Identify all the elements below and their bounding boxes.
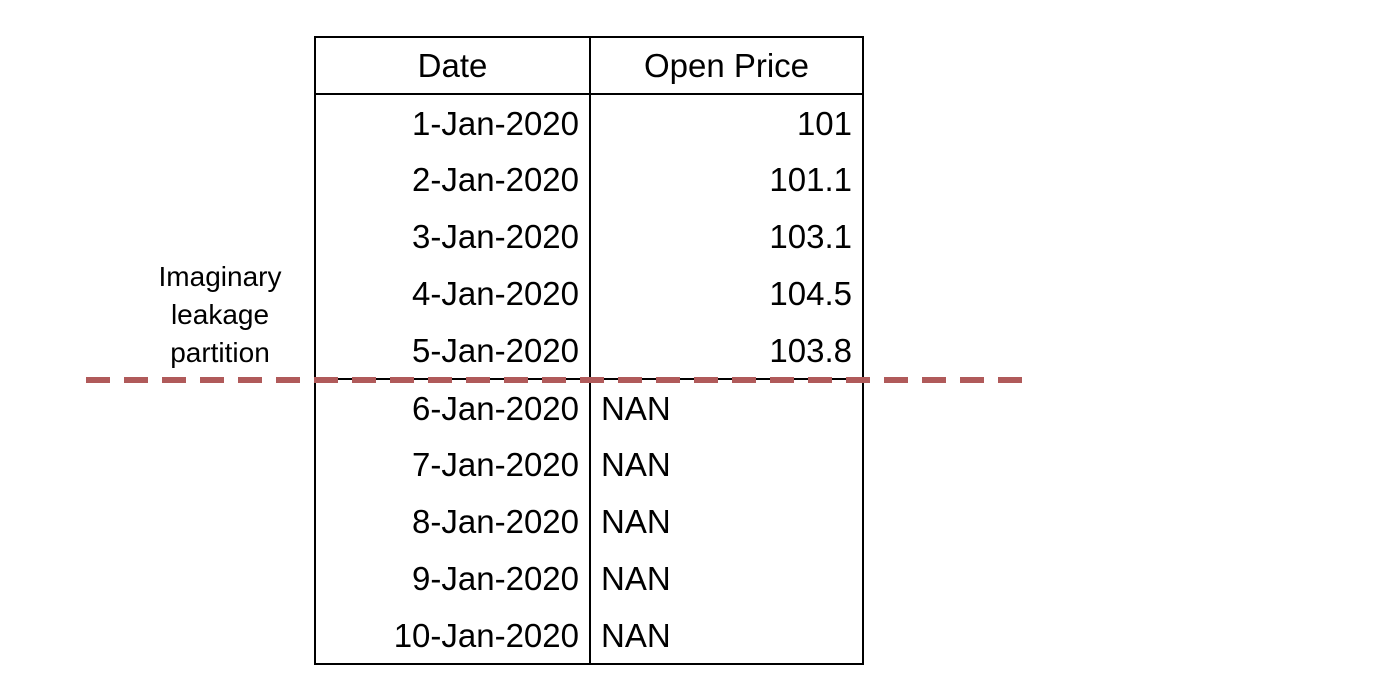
- partition-label: Imaginary leakage partition: [140, 258, 300, 372]
- date-cell: 3-Jan-2020: [315, 208, 591, 265]
- table-row: 9-Jan-2020 NAN: [315, 550, 863, 607]
- header-date: Date: [315, 37, 591, 95]
- open-price-cell: 103.8: [769, 331, 852, 369]
- open-price-cell: NAN: [601, 446, 671, 483]
- date-cell: 8-Jan-2020: [315, 493, 591, 550]
- table-row: 5-Jan-2020 103.8: [315, 322, 863, 379]
- open-price-cell: 103.1: [769, 218, 852, 255]
- date-cell: 10-Jan-2020: [315, 607, 591, 664]
- open-price-cell: NAN: [601, 560, 671, 597]
- open-price-cell: 104.5: [769, 275, 852, 312]
- open-price-cell: NAN: [590, 378, 863, 436]
- partition-label-line: leakage: [170, 299, 270, 330]
- date-cell: 7-Jan-2020: [315, 436, 591, 493]
- open-price-cell: NAN: [601, 616, 671, 654]
- date-cell: 4-Jan-2020: [315, 265, 591, 322]
- table-row: 6-Jan-2020 NAN: [315, 378, 863, 436]
- date-cell: 6-Jan-2020: [315, 378, 591, 436]
- open-price-cell: NAN: [601, 503, 671, 540]
- table-row: 1-Jan-2020 101: [315, 94, 863, 151]
- table-row: 3-Jan-2020 103.1: [315, 208, 863, 265]
- open-price-cell: 101.1: [769, 161, 852, 198]
- table-row: 8-Jan-2020 NAN: [315, 493, 863, 550]
- date-cell: 2-Jan-2020: [315, 151, 591, 208]
- table-row: 2-Jan-2020 101.1: [315, 151, 863, 208]
- open-price-cell: 101: [796, 104, 852, 142]
- partition-label-line: Imaginary: [158, 261, 282, 292]
- date-cell: 9-Jan-2020: [315, 550, 591, 607]
- table-header-row: Date Open Price: [315, 37, 863, 95]
- partition-label-line: partition: [170, 337, 270, 368]
- price-table: Date Open Price 1-Jan-2020 101 2-Jan-202…: [314, 36, 864, 665]
- date-cell: 1-Jan-2020: [315, 94, 591, 151]
- header-open-price: Open Price: [590, 37, 863, 95]
- table-row: 7-Jan-2020 NAN: [315, 436, 863, 493]
- date-cell: 5-Jan-2020: [315, 322, 591, 379]
- table-row: 4-Jan-2020 104.5: [315, 265, 863, 322]
- table-row: 10-Jan-2020 NAN: [315, 607, 863, 664]
